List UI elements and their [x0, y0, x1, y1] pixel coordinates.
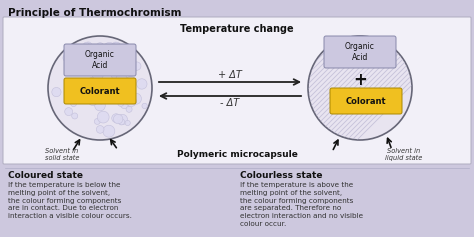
Circle shape — [308, 36, 412, 140]
Text: Coloured state: Coloured state — [8, 171, 83, 180]
Text: Solvent in
solid state: Solvent in solid state — [45, 148, 79, 161]
Text: If the temperature is below the
melting point of the solvent,
the colour forming: If the temperature is below the melting … — [8, 182, 132, 219]
Text: Solvent in
liquid state: Solvent in liquid state — [385, 148, 423, 161]
Circle shape — [116, 74, 127, 85]
Circle shape — [126, 106, 132, 112]
Circle shape — [117, 114, 128, 125]
Circle shape — [126, 76, 135, 86]
Text: - ΔT: - ΔT — [220, 98, 240, 108]
FancyBboxPatch shape — [64, 44, 136, 76]
Circle shape — [113, 114, 123, 124]
Circle shape — [116, 86, 126, 95]
Circle shape — [130, 93, 141, 104]
Circle shape — [112, 114, 120, 123]
Circle shape — [88, 52, 96, 61]
Circle shape — [97, 111, 109, 123]
Circle shape — [98, 97, 105, 104]
Circle shape — [125, 120, 130, 126]
Text: Organic
Acid: Organic Acid — [85, 50, 115, 70]
Circle shape — [104, 42, 115, 54]
Circle shape — [109, 92, 120, 103]
Circle shape — [76, 79, 86, 90]
Text: If the temperature is above the
melting point of the solvent,
the colour forming: If the temperature is above the melting … — [240, 182, 363, 227]
Circle shape — [112, 42, 119, 50]
Circle shape — [73, 50, 83, 61]
Circle shape — [71, 101, 76, 107]
Circle shape — [80, 65, 86, 72]
Text: Colorant: Colorant — [346, 96, 386, 105]
Circle shape — [133, 62, 141, 70]
Circle shape — [78, 94, 84, 100]
Circle shape — [105, 62, 115, 72]
Circle shape — [83, 42, 90, 48]
Circle shape — [93, 80, 99, 86]
Circle shape — [63, 54, 71, 62]
Circle shape — [118, 119, 125, 125]
Circle shape — [70, 92, 76, 98]
Circle shape — [95, 49, 102, 56]
Circle shape — [82, 54, 94, 65]
Circle shape — [142, 103, 147, 109]
Circle shape — [125, 86, 133, 94]
Circle shape — [98, 65, 109, 75]
Circle shape — [96, 126, 104, 133]
Circle shape — [92, 69, 103, 80]
Circle shape — [89, 49, 97, 56]
Circle shape — [111, 71, 119, 79]
Circle shape — [74, 80, 82, 87]
Circle shape — [70, 80, 77, 87]
Circle shape — [128, 92, 136, 100]
Circle shape — [113, 42, 121, 50]
Circle shape — [97, 43, 103, 50]
Text: Temperature change: Temperature change — [180, 24, 294, 34]
Text: + ΔT: + ΔT — [218, 70, 242, 80]
Circle shape — [89, 97, 97, 105]
Text: Colorant: Colorant — [80, 87, 120, 96]
Circle shape — [94, 118, 100, 124]
Circle shape — [137, 79, 147, 89]
Circle shape — [72, 113, 78, 119]
Text: Colourless state: Colourless state — [240, 171, 322, 180]
Circle shape — [122, 65, 131, 74]
FancyBboxPatch shape — [324, 36, 396, 68]
Text: Polymeric microcapsule: Polymeric microcapsule — [176, 150, 298, 159]
Text: +: + — [353, 71, 367, 89]
FancyBboxPatch shape — [3, 17, 471, 164]
Circle shape — [103, 125, 115, 137]
Circle shape — [66, 66, 73, 73]
Circle shape — [95, 100, 105, 111]
FancyBboxPatch shape — [64, 78, 136, 104]
Circle shape — [120, 100, 128, 109]
Text: Principle of Thermochromism: Principle of Thermochromism — [8, 8, 182, 18]
Circle shape — [52, 87, 61, 97]
Circle shape — [48, 36, 152, 140]
Circle shape — [65, 108, 73, 116]
Circle shape — [67, 83, 75, 91]
Circle shape — [126, 96, 137, 107]
Circle shape — [118, 100, 124, 106]
Circle shape — [85, 42, 92, 49]
FancyBboxPatch shape — [330, 88, 402, 114]
Text: Organic
Acid: Organic Acid — [345, 42, 375, 62]
Circle shape — [86, 78, 97, 88]
